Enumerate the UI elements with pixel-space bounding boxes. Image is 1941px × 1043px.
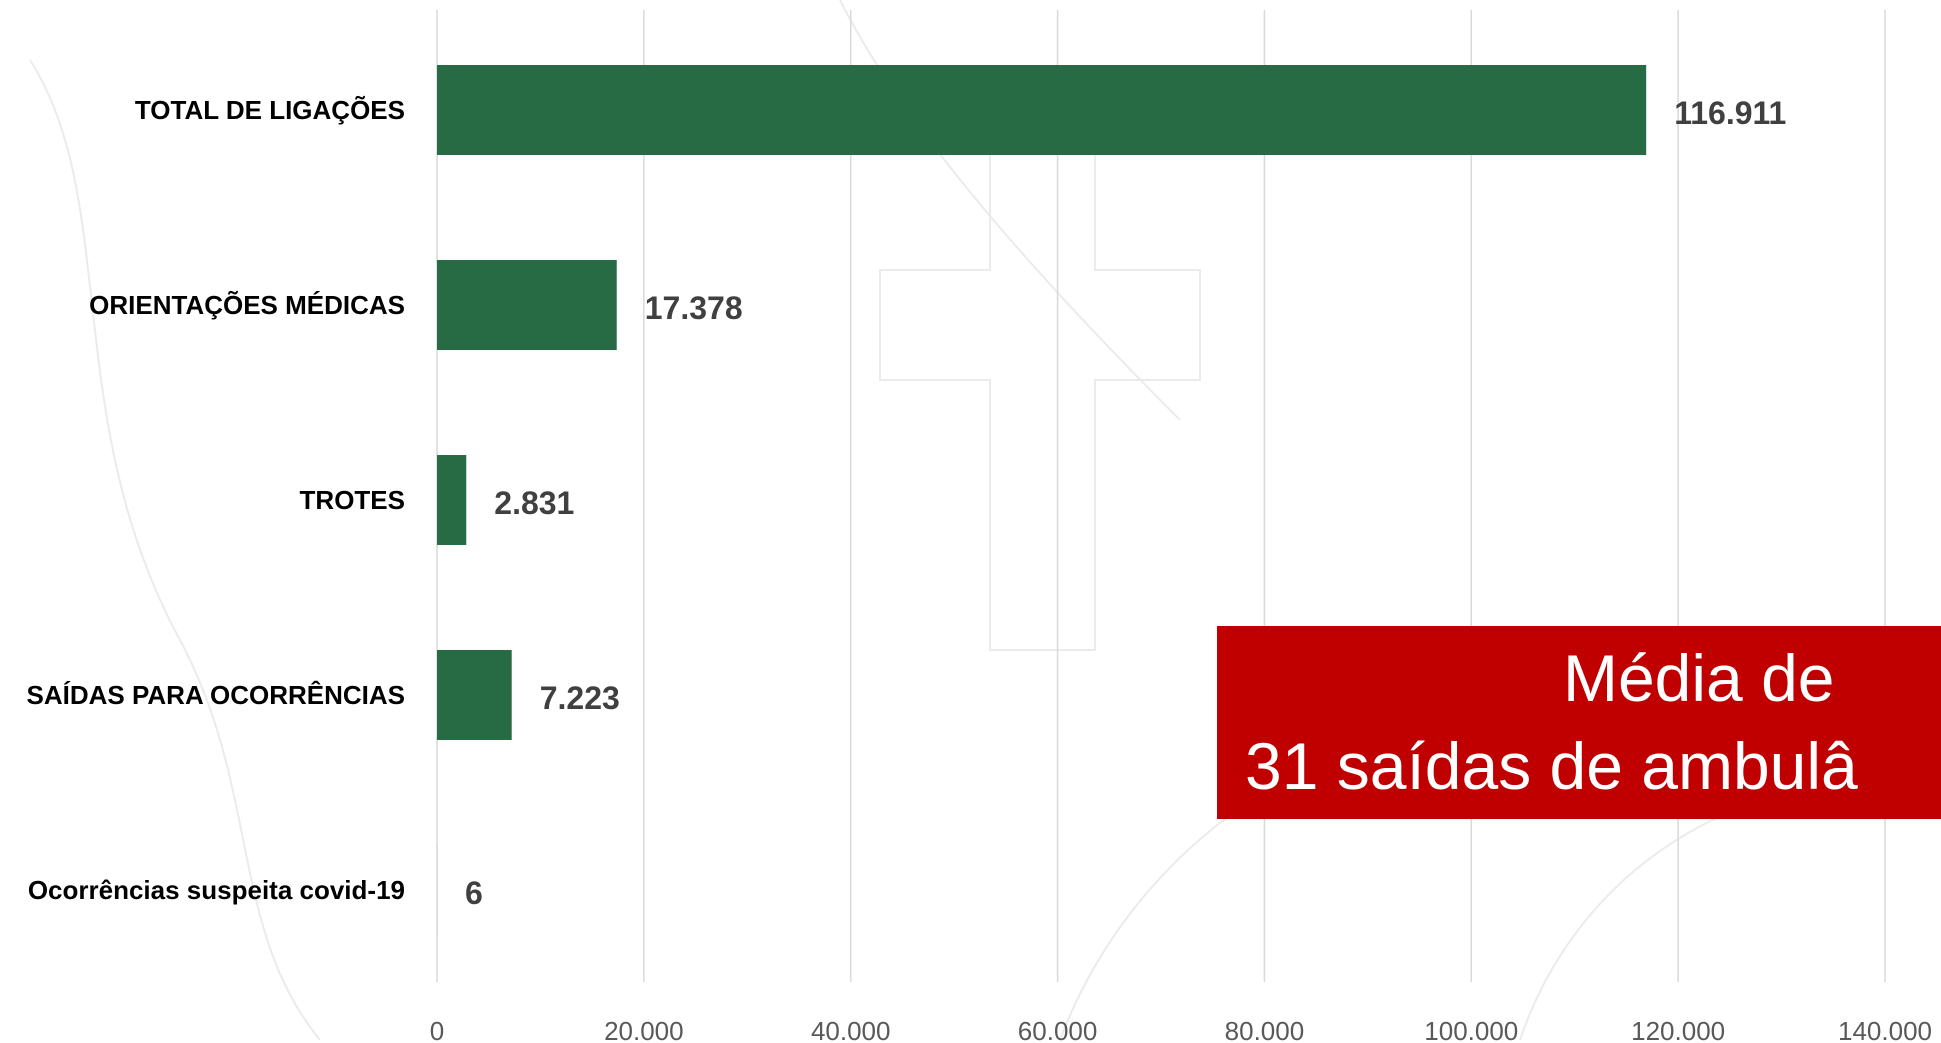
x-gridlines [643, 10, 1886, 982]
category-labels: TOTAL DE LIGAÇÕES ORIENTAÇÕES MÉDICAS TROT… [27, 95, 405, 905]
category-label-0: TOTAL DE LIGAÇÕES [135, 95, 405, 125]
value-label-3: 7.223 [540, 680, 620, 716]
x-tick-label-7: 140.000 [1838, 1016, 1932, 1043]
bar-0 [437, 65, 1647, 155]
x-tick-labels: 0 20.000 40.000 60.000 80.000 100.000 120.000 1… [430, 1016, 1932, 1043]
average-callout-box: Média de 31 saídas de ambulâ [1217, 626, 1941, 819]
category-label-3: SAÍDAS PARA OCORRÊNCIAS [27, 680, 405, 710]
value-label-4: 6 [465, 875, 483, 911]
x-tick-label-4: 80.000 [1225, 1016, 1305, 1043]
value-label-2: 2.831 [494, 485, 574, 521]
callout-line-2: 31 saídas de ambulâ [1245, 729, 1858, 803]
category-label-1: ORIENTAÇÕES MÉDICAS [89, 290, 405, 320]
value-label-0: 116.911 [1674, 95, 1786, 131]
bar-2 [437, 455, 467, 545]
value-labels: 116.911 17.378 2.831 7.223 6 [465, 95, 1786, 911]
x-tick-label-6: 120.000 [1631, 1016, 1725, 1043]
x-tick-label-5: 100.000 [1424, 1016, 1518, 1043]
callout-line-1: Média de [1563, 641, 1835, 715]
x-tick-label-3: 60.000 [1018, 1016, 1098, 1043]
x-tick-label-1: 20.000 [604, 1016, 684, 1043]
bar-3 [437, 650, 512, 740]
category-label-4: Ocorrências suspeita covid-19 [28, 875, 405, 905]
background-watermark [29, 0, 1801, 1041]
bar-series [437, 65, 1647, 935]
x-tick-label-0: 0 [430, 1016, 444, 1043]
x-tick-label-2: 40.000 [811, 1016, 891, 1043]
value-label-1: 17.378 [645, 290, 743, 326]
bar-1 [437, 260, 617, 350]
category-label-2: TROTES [300, 485, 405, 515]
